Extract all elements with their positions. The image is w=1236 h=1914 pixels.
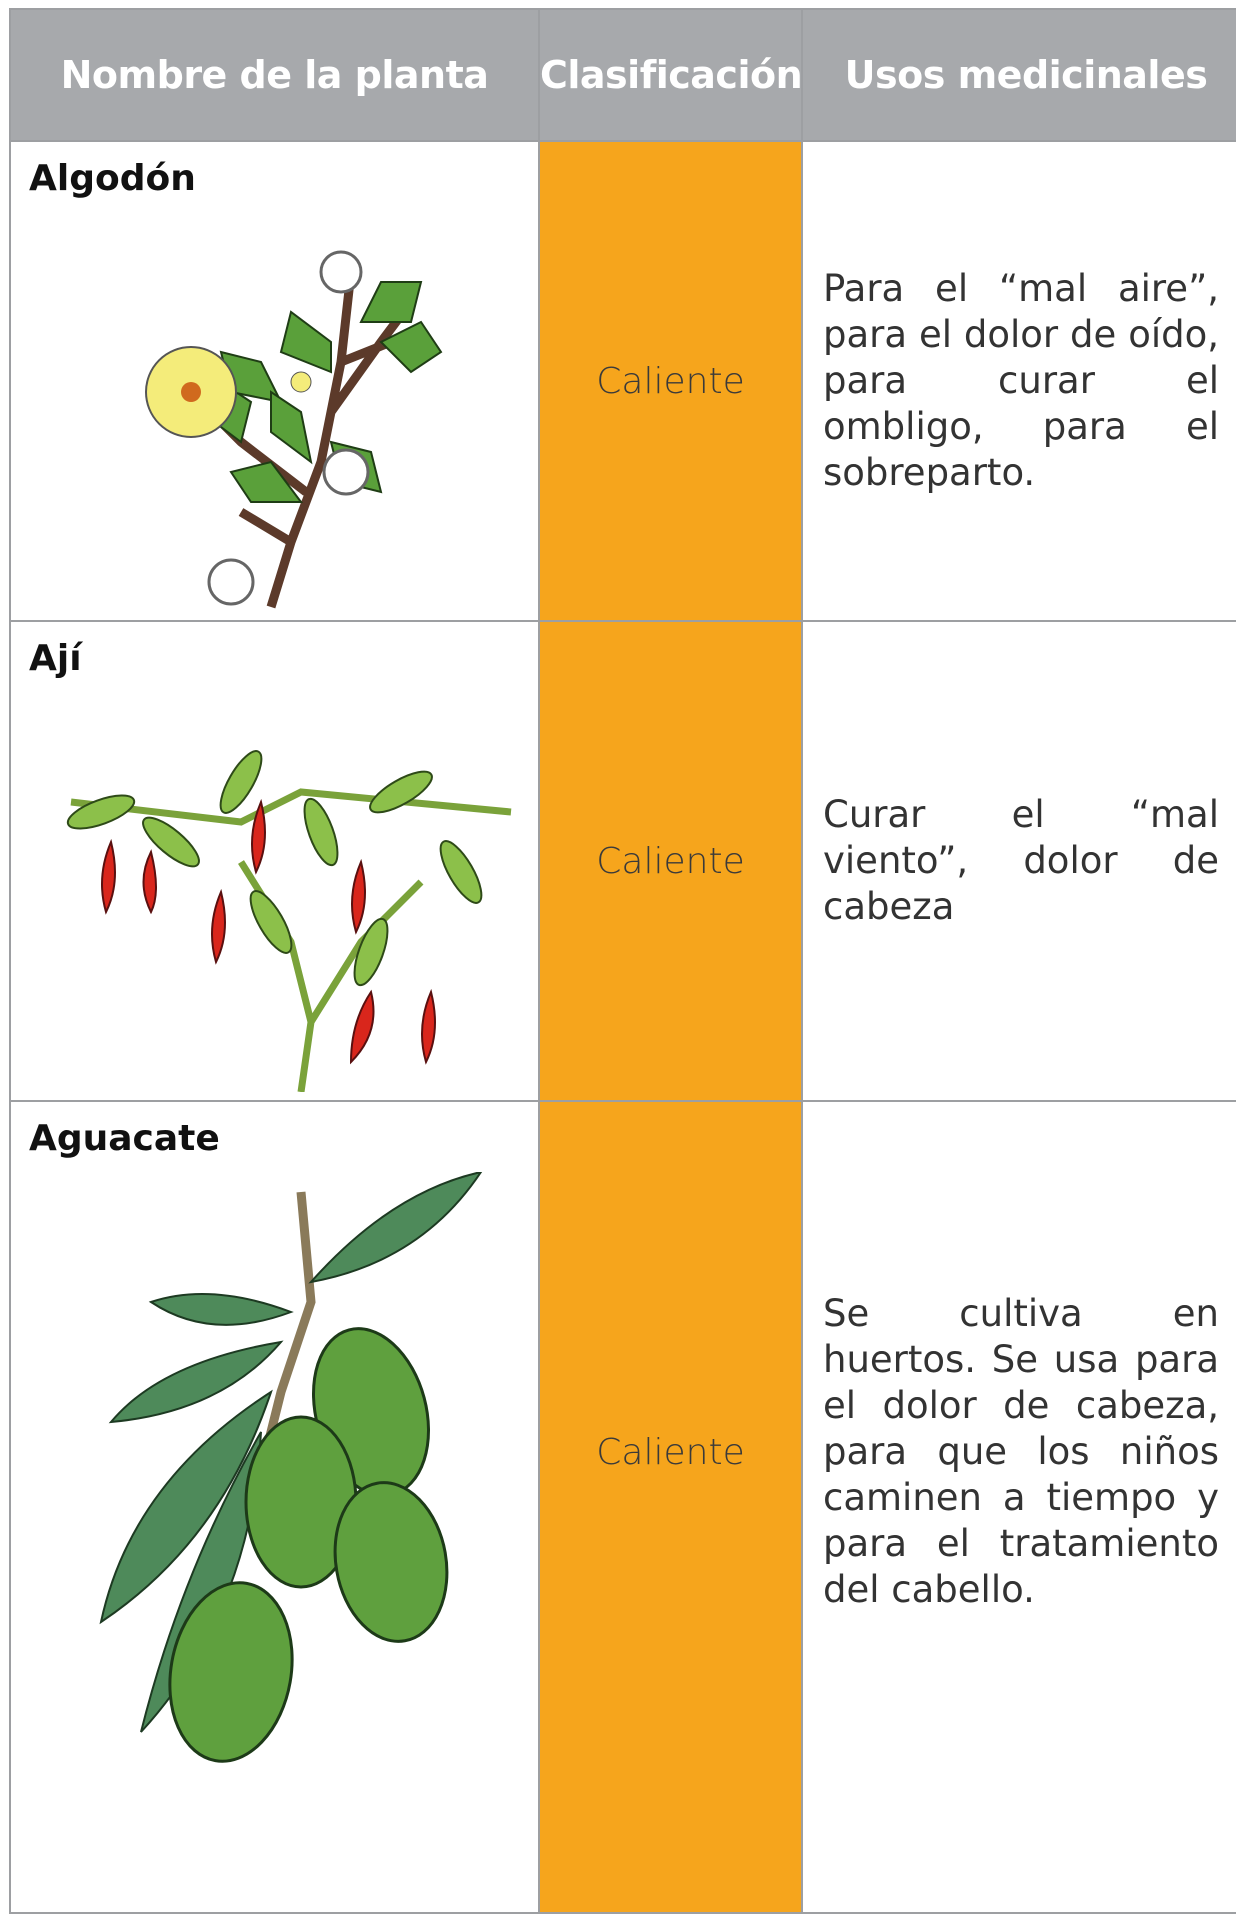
column-header: Usos medicinales [801, 8, 1236, 142]
classification-cell: Caliente [538, 1100, 803, 1914]
table-row: Ají [9, 620, 1236, 1102]
name-cell: Aguacate [9, 1100, 540, 1914]
classification-cell: Caliente [538, 140, 803, 622]
plant-name: Ají [29, 638, 82, 679]
uses-cell: Curar el “mal viento”, dolor de cabeza [801, 620, 1236, 1102]
plant-name: Algodón [29, 158, 196, 199]
plant-name: Aguacate [29, 1118, 220, 1159]
plants-table: Nombre de la planta Clasificación Usos m… [9, 8, 1236, 1914]
name-cell: Algodón [9, 140, 540, 622]
chili-illustration [66, 750, 512, 1092]
table-row: Aguacate Caliente Se cultiva [9, 1100, 1236, 1914]
table-row: Algodón Caliente Para el “mal aire”, par… [9, 140, 1236, 622]
uses-cell: Para el “mal aire”, para el dolor de oíd… [801, 140, 1236, 622]
page: Nombre de la planta Clasificación Usos m… [9, 8, 1236, 1914]
column-header: Clasificación [538, 8, 803, 142]
cotton-illustration [145, 250, 443, 609]
classification-cell: Caliente [538, 620, 803, 1102]
header-row: Nombre de la planta Clasificación Usos m… [9, 8, 1236, 142]
name-cell: Ají [9, 620, 540, 1102]
uses-cell: Se cultiva en huertos. Se usa para el do… [801, 1100, 1236, 1914]
avocado-illustration [99, 1172, 483, 1763]
column-header: Nombre de la planta [9, 8, 540, 142]
